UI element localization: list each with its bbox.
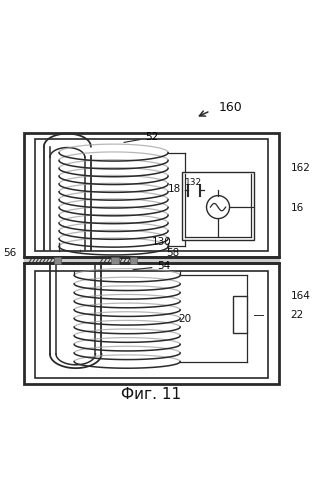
Text: 52: 52 bbox=[124, 132, 159, 142]
Bar bbox=[35, 270, 268, 378]
Text: 56: 56 bbox=[3, 248, 17, 257]
Text: 130: 130 bbox=[152, 237, 172, 247]
Bar bbox=[111, 257, 119, 264]
Bar bbox=[35, 139, 268, 251]
Bar bbox=[24, 133, 279, 257]
Text: 22: 22 bbox=[291, 310, 304, 320]
Text: Фиг. 11: Фиг. 11 bbox=[121, 387, 182, 402]
Text: 20: 20 bbox=[178, 314, 191, 324]
Text: 58: 58 bbox=[167, 248, 180, 258]
Bar bbox=[24, 263, 279, 384]
Bar bbox=[233, 296, 247, 333]
Text: 54: 54 bbox=[133, 261, 171, 271]
Bar bbox=[130, 257, 137, 264]
Text: 164: 164 bbox=[291, 291, 310, 301]
Bar bbox=[182, 172, 254, 241]
Text: 160: 160 bbox=[218, 101, 242, 114]
Circle shape bbox=[207, 196, 229, 219]
Text: 132: 132 bbox=[185, 178, 203, 188]
Bar bbox=[54, 257, 61, 264]
Text: 16: 16 bbox=[291, 203, 304, 213]
Text: 162: 162 bbox=[291, 163, 310, 173]
Text: 18: 18 bbox=[167, 184, 181, 194]
